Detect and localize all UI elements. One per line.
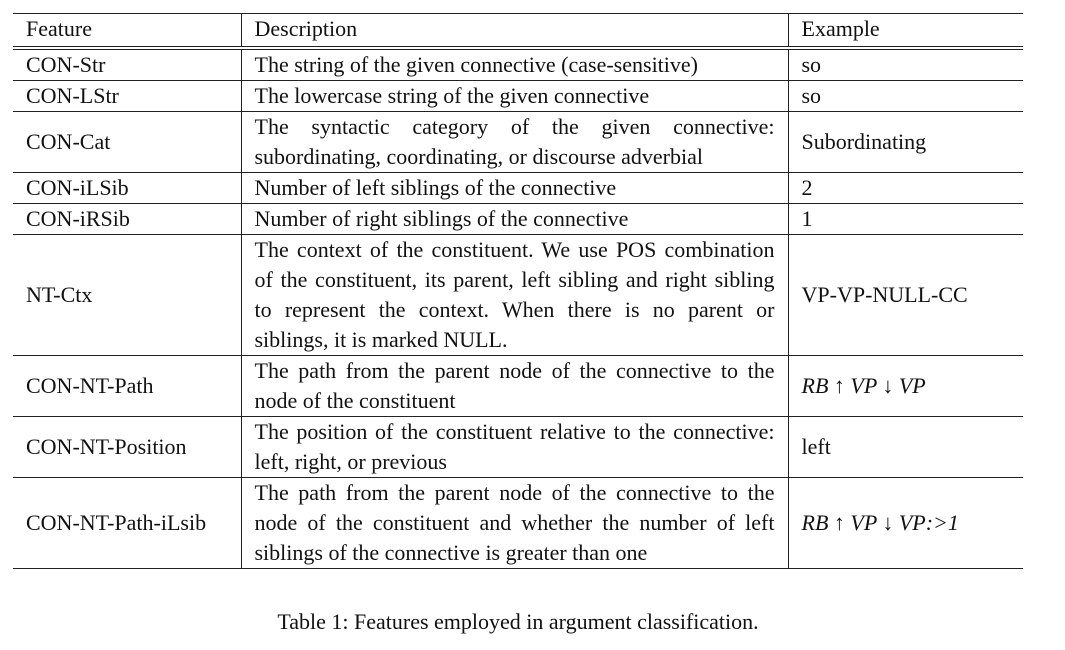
cell-example: RB ↑ VP ↓ VP:>1 bbox=[788, 477, 1023, 569]
cell-example: so bbox=[788, 48, 1023, 81]
cell-feature: CON-NT-Path-iLsib bbox=[13, 477, 241, 569]
features-table: Feature Description Example CON-Str The … bbox=[13, 13, 1023, 569]
header-feature: Feature bbox=[13, 13, 241, 50]
cell-description: The syntactic category of the given conn… bbox=[240, 111, 789, 173]
header-example: Example bbox=[788, 13, 1023, 50]
cell-feature: CON-NT-Path bbox=[13, 355, 241, 417]
cell-example: 2 bbox=[788, 172, 1023, 204]
cell-feature: CON-Str bbox=[13, 48, 241, 81]
cell-example: left bbox=[788, 416, 1023, 478]
header-description: Description bbox=[240, 13, 789, 50]
cell-description: Number of left siblings of the connectiv… bbox=[240, 172, 789, 204]
table-row: CON-LStr The lowercase string of the giv… bbox=[13, 80, 1023, 112]
cell-example: VP-VP-NULL-CC bbox=[788, 234, 1023, 356]
cell-description: The path from the parent node of the con… bbox=[240, 477, 789, 569]
table-row: CON-NT-Path-iLsib The path from the pare… bbox=[13, 477, 1023, 569]
table-row: NT-Ctx The context of the constituent. W… bbox=[13, 234, 1023, 356]
cell-feature: CON-iLSib bbox=[13, 172, 241, 204]
cell-description: The position of the constituent relative… bbox=[240, 416, 789, 478]
cell-example: Subordinating bbox=[788, 111, 1023, 173]
table-row: CON-Str The string of the given connecti… bbox=[13, 48, 1023, 81]
cell-description: The context of the constituent. We use P… bbox=[240, 234, 789, 356]
table-header-row: Feature Description Example bbox=[13, 13, 1023, 50]
cell-example: 1 bbox=[788, 203, 1023, 235]
table-row: CON-Cat The syntactic category of the gi… bbox=[13, 111, 1023, 173]
cell-feature: CON-Cat bbox=[13, 111, 241, 173]
features-table-container: Feature Description Example CON-Str The … bbox=[13, 13, 1023, 569]
cell-description: Number of right siblings of the connecti… bbox=[240, 203, 789, 235]
cell-feature: CON-iRSib bbox=[13, 203, 241, 235]
cell-description: The string of the given connective (case… bbox=[240, 48, 789, 81]
cell-description: The path from the parent node of the con… bbox=[240, 355, 789, 417]
cell-feature: NT-Ctx bbox=[13, 234, 241, 356]
cell-example: so bbox=[788, 80, 1023, 112]
cell-feature: CON-NT-Position bbox=[13, 416, 241, 478]
table-row: CON-NT-Position The position of the cons… bbox=[13, 416, 1023, 478]
table-row: CON-NT-Path The path from the parent nod… bbox=[13, 355, 1023, 417]
table-caption: Table 1: Features employed in argument c… bbox=[277, 609, 759, 634]
table-row: CON-iRSib Number of right siblings of th… bbox=[13, 203, 1023, 235]
cell-description: The lowercase string of the given connec… bbox=[240, 80, 789, 112]
cell-feature: CON-LStr bbox=[13, 80, 241, 112]
cell-example: RB ↑ VP ↓ VP bbox=[788, 355, 1023, 417]
table-row: CON-iLSib Number of left siblings of the… bbox=[13, 172, 1023, 204]
